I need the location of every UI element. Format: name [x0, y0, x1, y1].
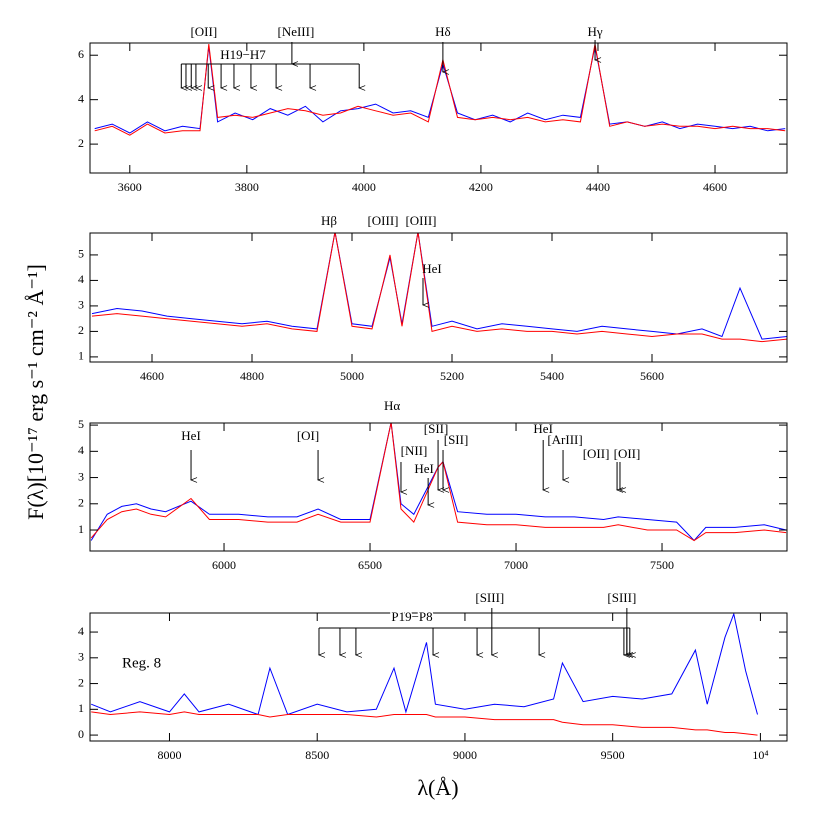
region-label: Reg. 8	[122, 655, 161, 671]
y-tick-label: 5	[78, 247, 84, 261]
x-tick-label: 5000	[340, 369, 364, 383]
y-tick-label: 2	[78, 496, 84, 510]
spectrum-line	[91, 711, 758, 736]
x-tick-label: 5400	[540, 369, 564, 383]
y-tick-label: 4	[78, 91, 84, 105]
y-tick-label: 1	[78, 701, 84, 715]
y-tick-label: 3	[78, 469, 84, 483]
line-label: [SII]	[444, 432, 469, 447]
x-tick-label: 5600	[640, 369, 664, 383]
panel: 8000 8500 9000 9500 10⁴ 0 1 2 3 4 [SIII] [SIII] P19−…	[78, 590, 788, 762]
y-tick-label: 2	[78, 323, 84, 337]
y-tick-label: 4	[78, 443, 84, 457]
line-label: Hβ	[321, 213, 337, 228]
line-label: [OIII]	[405, 213, 436, 228]
group-label: P19−P8	[391, 609, 432, 624]
line-label: Hδ	[435, 24, 451, 39]
x-tick-label: 4000	[352, 180, 376, 194]
line-label: [SIII]	[607, 590, 636, 605]
y-tick-label: 2	[78, 675, 84, 689]
line-label: [OIII]	[367, 213, 398, 228]
spectrum-line	[90, 423, 787, 542]
x-tick-label: 4600	[703, 180, 727, 194]
x-tick-label: 5200	[440, 369, 464, 383]
panel: 4600 4800 5000 5200 5400 5600 1 2 3 4 5 Hβ [OIII] [OI…	[78, 213, 788, 383]
y-tick-label: 1	[78, 522, 84, 536]
y-tick-label: 0	[78, 727, 84, 741]
line-label: [ArIII]	[547, 432, 582, 447]
x-tick-label: 4200	[469, 180, 493, 194]
line-label: [SII]	[424, 421, 449, 436]
panel: 3600 3800 4000 4200 4400 4600 2 4 6 [OII] [NeIII] H…	[78, 24, 788, 194]
x-tick-label: 9500	[601, 748, 625, 762]
x-tick-label: 3800	[235, 180, 259, 194]
x-tick-label: 4400	[586, 180, 610, 194]
y-tick-label: 6	[78, 47, 84, 61]
group-label: H19−H7	[220, 47, 266, 62]
x-tick-label: 4600	[140, 369, 164, 383]
spectrum-line	[91, 613, 758, 716]
line-label: HeI	[533, 421, 553, 436]
line-label: HeI	[181, 428, 201, 443]
y-tick-label: 1	[78, 349, 84, 363]
spectrum-line	[94, 46, 786, 134]
x-tick-label: 4800	[240, 369, 264, 383]
plot-frame	[89, 232, 788, 363]
line-label: [OII]	[614, 446, 641, 461]
spectrum-line	[91, 233, 787, 343]
y-tick-label: 2	[78, 136, 84, 150]
plot-frame	[89, 422, 788, 552]
x-tick-label: 6000	[212, 558, 236, 572]
line-label: [SIII]	[475, 590, 504, 605]
line-label: [OII]	[190, 24, 217, 39]
x-tick-label: 7000	[504, 558, 528, 572]
x-axis-label: λ(Å)	[417, 775, 458, 800]
x-tick-label: 9000	[453, 748, 477, 762]
y-tick-label: 3	[78, 298, 84, 312]
y-axis-label: F(λ)[10⁻¹⁷ erg s⁻¹ cm⁻² Å⁻¹]	[23, 264, 48, 520]
y-tick-label: 4	[78, 624, 84, 638]
line-label: Hα	[384, 398, 400, 413]
line-label: [NII]	[401, 443, 428, 458]
plot-frame	[89, 612, 788, 742]
line-label: [NeIII]	[277, 24, 314, 39]
y-tick-label: 4	[78, 272, 84, 286]
x-tick-label: 8500	[305, 748, 329, 762]
x-tick-label: 6500	[358, 558, 382, 572]
y-tick-label: 5	[78, 417, 84, 431]
line-label: HeI	[414, 461, 434, 476]
x-tick-label: 3600	[118, 180, 142, 194]
spectrum-line	[91, 233, 787, 340]
line-label: Hγ	[587, 24, 602, 39]
panel: 6000 6500 7000 7500 1 2 3 4 5 HeI [OI] Hα [NII] HeI [S…	[78, 398, 788, 572]
x-tick-label: 10⁴	[752, 748, 768, 762]
x-tick-label: 7500	[650, 558, 674, 572]
x-tick-label: 8000	[157, 748, 181, 762]
line-label: [OI]	[297, 428, 319, 443]
line-label: [OII]	[583, 446, 610, 461]
y-tick-label: 3	[78, 650, 84, 664]
line-label: HeI	[422, 261, 442, 276]
spectrum-line	[94, 44, 786, 136]
spectrum-line	[90, 423, 787, 542]
plot-frame	[89, 42, 788, 174]
